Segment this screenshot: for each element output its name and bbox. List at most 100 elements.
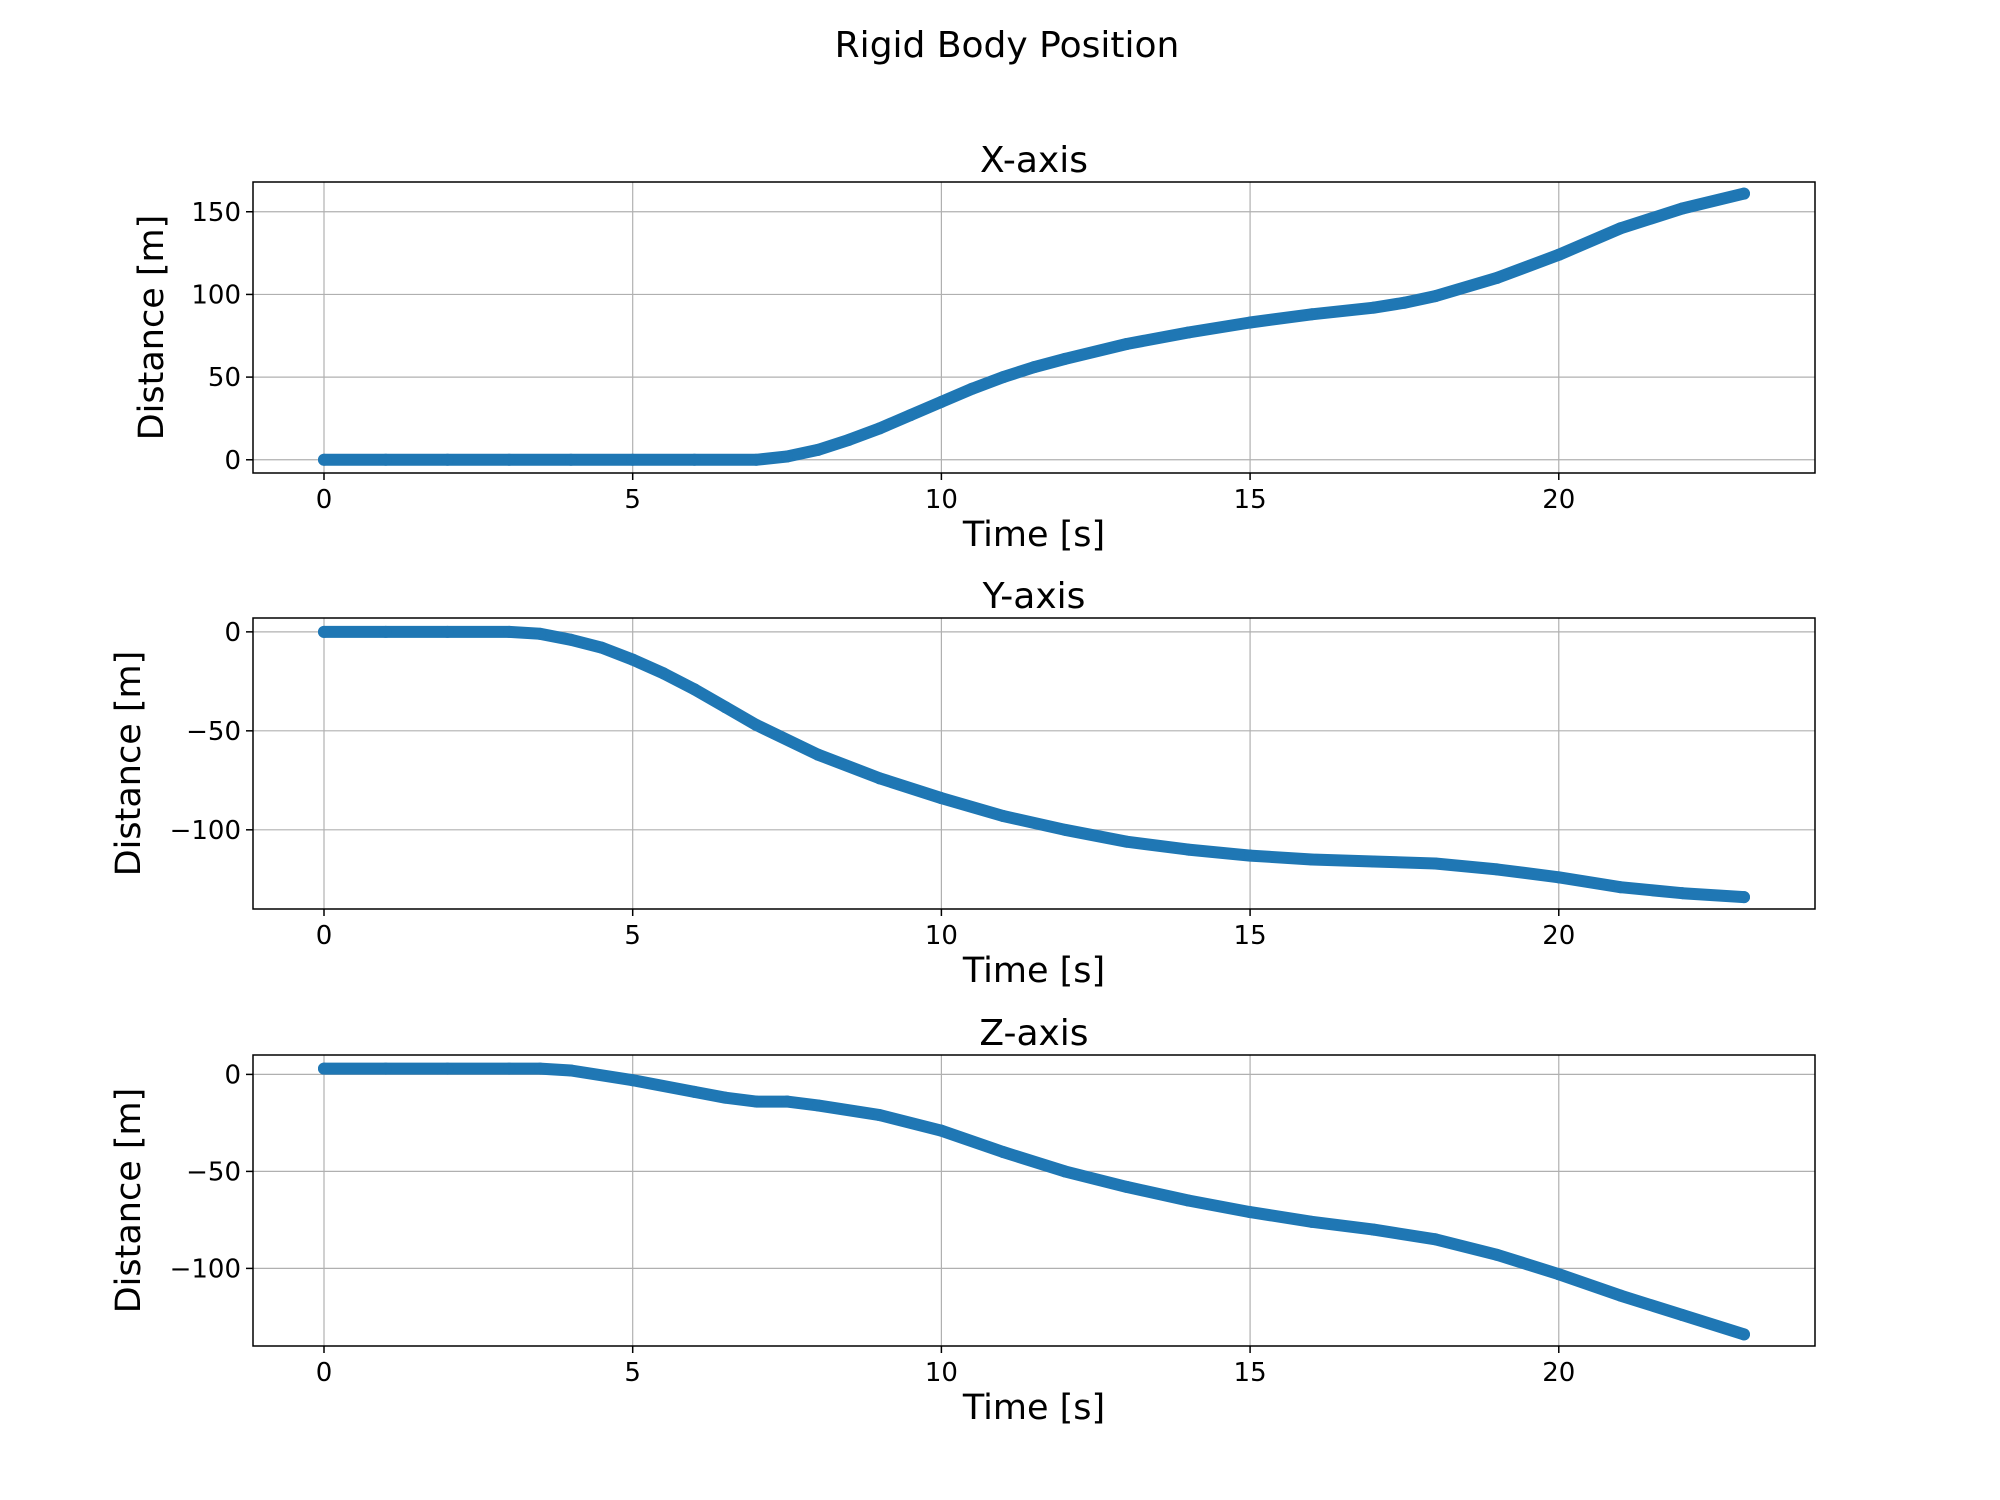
- data-point: [564, 1064, 577, 1077]
- x-tick-label: 15: [1234, 921, 1267, 951]
- data-point: [1367, 855, 1380, 868]
- subplot-title: Y-axis: [982, 576, 1086, 617]
- y-axis-label: Distance [m]: [132, 215, 172, 441]
- data-point: [719, 1091, 732, 1104]
- data-point: [1182, 326, 1195, 339]
- axes-frame: [252, 181, 1816, 474]
- data-point: [503, 453, 516, 466]
- x-axis-subplot: X-axis Time [s] Distance [m] 0 5 10 15 20 0 50…: [132, 140, 1816, 555]
- y-tick-label: 0: [224, 1060, 241, 1090]
- data-point: [1244, 1206, 1257, 1219]
- x-tick-label: 15: [1234, 1358, 1267, 1388]
- data-point: [1676, 887, 1689, 900]
- data-point: [873, 772, 886, 785]
- data-point: [441, 1062, 454, 1075]
- y-tick-label: 0: [224, 446, 241, 476]
- plot-area: [253, 1055, 1815, 1346]
- axes-frame: [252, 617, 1816, 910]
- data-point: [811, 443, 824, 456]
- data-point: [935, 792, 948, 805]
- data-point: [750, 1095, 763, 1108]
- x-tick-label: 0: [316, 1358, 333, 1388]
- data-point: [534, 1062, 547, 1075]
- data-series-line: [318, 187, 1750, 466]
- x-tick-label: 0: [316, 921, 333, 951]
- data-point: [688, 453, 701, 466]
- data-point: [781, 1095, 794, 1108]
- plot-area: [253, 618, 1815, 909]
- data-point: [503, 1062, 516, 1075]
- x-tick-label: 10: [925, 485, 958, 515]
- subplot-title: X-axis: [980, 140, 1088, 181]
- x-tick-label: 5: [624, 1358, 641, 1388]
- y-tick-label: −50: [186, 717, 241, 747]
- data-point: [1614, 1289, 1627, 1302]
- data-point: [966, 382, 979, 395]
- data-point: [1058, 823, 1071, 836]
- data-point: [1367, 301, 1380, 314]
- data-point: [1120, 1180, 1133, 1193]
- data-point: [1028, 361, 1040, 374]
- data-point: [781, 450, 794, 463]
- data-point: [626, 653, 639, 666]
- data-point: [1552, 871, 1565, 884]
- data-point: [1738, 187, 1750, 200]
- data-point: [1058, 1165, 1071, 1178]
- data-point: [750, 453, 763, 466]
- x-axis-label: Time [s]: [962, 515, 1105, 555]
- y-tick-label: 150: [191, 198, 241, 228]
- data-point: [1738, 891, 1750, 904]
- y-tick-label: −100: [170, 1254, 241, 1284]
- x-tick-label: 10: [925, 1358, 958, 1388]
- y-tick-label: 50: [208, 363, 241, 393]
- data-point: [626, 453, 639, 466]
- data-point: [564, 633, 577, 646]
- data-point: [1367, 1223, 1380, 1236]
- data-point: [1120, 835, 1133, 848]
- data-point: [318, 453, 330, 466]
- data-point: [997, 809, 1010, 822]
- data-point: [688, 683, 701, 696]
- data-point: [564, 453, 577, 466]
- y-axis-label: Distance [m]: [109, 1088, 149, 1314]
- data-point: [873, 1109, 886, 1122]
- y-tick-label: −50: [186, 1157, 241, 1187]
- y-tick-label: 0: [224, 618, 241, 648]
- data-point: [1182, 1194, 1195, 1207]
- data-point: [318, 625, 330, 638]
- data-point: [1182, 843, 1195, 856]
- data-point: [1398, 296, 1411, 309]
- data-series-line: [318, 625, 1750, 904]
- data-point: [935, 395, 948, 408]
- data-point: [1614, 881, 1627, 894]
- y-tick-label: −100: [170, 816, 241, 846]
- y-axis-label: Distance [m]: [109, 651, 149, 877]
- data-point: [750, 718, 763, 731]
- x-tick-label: 20: [1542, 1358, 1575, 1388]
- data-point: [1429, 290, 1442, 303]
- x-tick-label: 15: [1234, 485, 1267, 515]
- data-point: [688, 1085, 701, 1098]
- data-point: [1738, 1328, 1750, 1341]
- data-point: [1429, 857, 1442, 870]
- data-point: [626, 1074, 639, 1087]
- data-point: [1614, 222, 1627, 235]
- y-axis-subplot: Y-axis Time [s] Distance [m] 0 5 10 15 20 0 −5…: [109, 576, 1816, 991]
- data-point: [1244, 316, 1257, 329]
- data-point: [1305, 1215, 1318, 1228]
- data-point: [1244, 849, 1257, 862]
- x-tick-label: 20: [1542, 485, 1575, 515]
- x-tick-label: 5: [624, 485, 641, 515]
- data-point: [1676, 202, 1689, 215]
- data-point: [1491, 1248, 1504, 1261]
- data-point: [719, 701, 732, 714]
- subplot-title: Z-axis: [979, 1013, 1088, 1054]
- x-axis-label: Time [s]: [962, 1388, 1105, 1428]
- x-tick-label: 5: [624, 921, 641, 951]
- data-point: [904, 409, 917, 422]
- data-point: [1491, 271, 1504, 284]
- data-point: [657, 667, 670, 680]
- x-tick-label: 10: [925, 921, 958, 951]
- data-point: [1305, 853, 1318, 866]
